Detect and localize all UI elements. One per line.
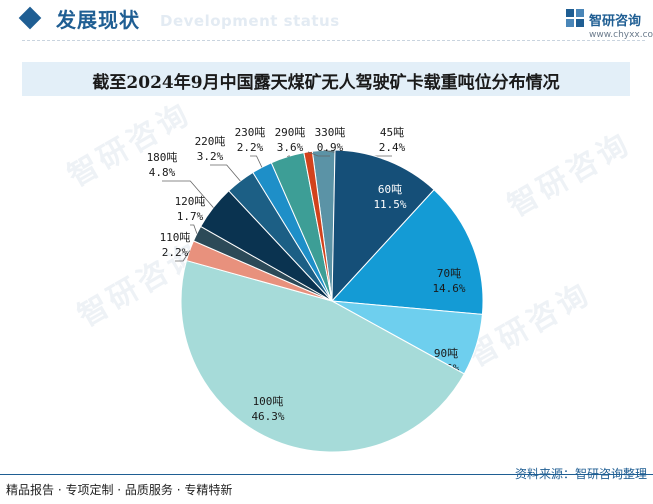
slice-label: 70吨 xyxy=(437,267,461,280)
leader-line xyxy=(162,180,214,208)
brand-logo: 智研咨询 www.chyxx.com xyxy=(563,6,653,46)
header: Development status 发展现状 智研咨询 www.chyxx.c… xyxy=(0,0,653,44)
chart-title: 截至2024年9月中国露天煤矿无人驾驶矿卡载重吨位分布情况 xyxy=(92,73,560,93)
section-subtitle: Development status xyxy=(160,12,340,30)
slice-percent: 14.6% xyxy=(432,282,465,295)
header-divider xyxy=(22,40,645,41)
slice-label: 90吨 xyxy=(434,347,458,360)
data-source: 资料来源：智研咨询整理 xyxy=(514,467,647,481)
section-title: 发展现状 xyxy=(56,8,140,32)
pie-slice xyxy=(330,189,484,315)
slice-percent: 3.6% xyxy=(277,141,304,154)
footer-tags: 精品报告 · 专项定制 · 品质服务 · 专精特新 xyxy=(6,483,233,497)
slice-percent: 0.9% xyxy=(317,141,344,154)
slice-percent: 2.4% xyxy=(379,141,406,154)
brand-url: www.chyxx.com xyxy=(589,30,653,40)
slice-percent: 1.7% xyxy=(177,210,204,223)
slice-label: 230吨 xyxy=(235,126,266,139)
chart-title-box: 截至2024年9月中国露天煤矿无人驾驶矿卡载重吨位分布情况 xyxy=(22,62,630,96)
slice-percent: 11.5% xyxy=(373,198,406,211)
brand-name: 智研咨询 xyxy=(589,14,642,29)
slice-label: 120吨 xyxy=(175,195,206,208)
pie-slice xyxy=(303,150,333,302)
slice-label: 45吨 xyxy=(380,126,404,139)
slice-label: 180吨 xyxy=(147,151,178,164)
leader-line xyxy=(287,155,290,158)
slice-percent: 3.2% xyxy=(197,150,224,163)
leader-line xyxy=(250,155,263,168)
pie-slice xyxy=(180,259,465,453)
slice-percent: 46.3% xyxy=(251,410,284,423)
slice-label: 220吨 xyxy=(195,135,226,148)
footer-divider xyxy=(0,474,653,475)
leader-line xyxy=(210,164,241,182)
leader-line xyxy=(190,224,198,234)
slice-label: 60吨 xyxy=(378,183,402,196)
slice-label: 100吨 xyxy=(253,395,284,408)
slice-label: 330吨 xyxy=(315,126,346,139)
slice-label: 110吨 xyxy=(160,231,191,244)
slice-percent: 4.8% xyxy=(149,166,176,179)
slice-percent: 2.2% xyxy=(237,141,264,154)
brand-logo-icon xyxy=(566,9,584,27)
leader-line xyxy=(175,250,191,262)
slice-label: 290吨 xyxy=(275,126,306,139)
pie-slice xyxy=(331,149,435,303)
leader-line xyxy=(307,151,330,157)
slice-percent: 2.2% xyxy=(162,246,189,259)
